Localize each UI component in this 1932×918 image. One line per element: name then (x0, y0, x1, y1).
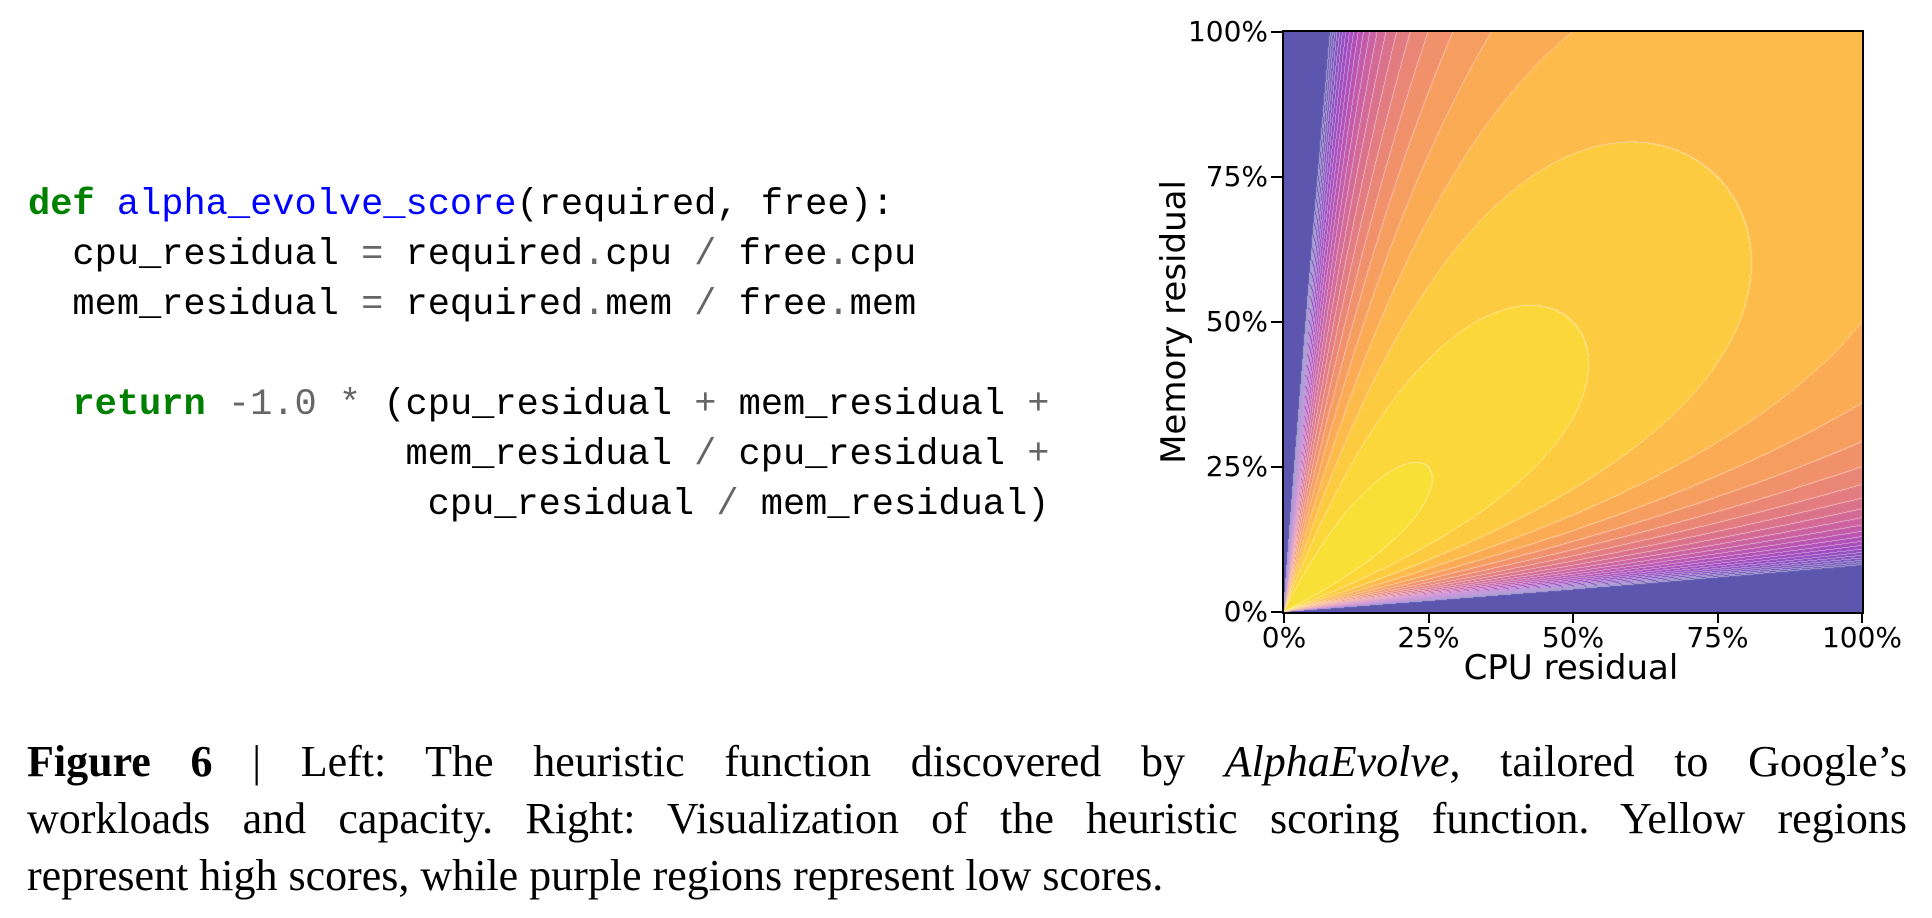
y-tick-mark (1271, 31, 1282, 33)
contour-canvas (1284, 32, 1862, 612)
code-token: mem_residual (716, 384, 1028, 426)
y-tick-mark (1271, 466, 1282, 468)
x-tick-mark (1427, 614, 1430, 623)
code-token (317, 384, 339, 426)
code-token: + (694, 384, 717, 426)
code-line: return -1.0 * (cpu_residual + mem_residu… (28, 380, 1050, 430)
y-tick-label: 50% (1205, 305, 1268, 338)
code-line: cpu_residual = required.cpu / free.cpu (28, 230, 1050, 280)
code-token: mem_residual (28, 434, 695, 476)
code-token (206, 384, 228, 426)
y-tick-mark (1271, 176, 1282, 178)
code-token: mem (849, 284, 917, 326)
code-token: free (716, 284, 828, 326)
x-tick-label: 50% (1541, 621, 1605, 654)
figure-caption: Figure 6 | Left: The heuristic function … (27, 733, 1907, 904)
x-tick-mark (1716, 614, 1719, 623)
x-tick-label: 0% (1261, 621, 1307, 654)
code-token: def (28, 184, 95, 226)
x-tick-mark (1572, 614, 1574, 623)
code-token: . (583, 234, 606, 276)
code-token: . (827, 284, 850, 326)
x-tick-label: 100% (1821, 621, 1903, 654)
code-token: = (361, 284, 384, 326)
x-tick-mark (1861, 614, 1863, 623)
code-line: mem_residual / cpu_residual + (28, 430, 1050, 480)
y-tick-label: 100% (1187, 15, 1268, 48)
x-axis-label: CPU residual (1463, 648, 1679, 688)
code-token: + (1027, 384, 1050, 426)
code-block: def alpha_evolve_score(required, free): … (28, 180, 1050, 530)
caption-segment: | Left: The heuristic function discovere… (212, 737, 1225, 786)
caption-segment: , tailored to Google’s (1449, 737, 1907, 786)
code-token: cpu_residual (716, 434, 1028, 476)
y-tick-label: 25% (1205, 450, 1268, 483)
code-token: mem (605, 284, 695, 326)
code-token: / (694, 284, 717, 326)
caption-line: represent high scores, while purple regi… (27, 847, 1907, 904)
code-token: * (338, 384, 362, 426)
code-token: mem_residual) (738, 484, 1050, 526)
code-token: cpu_residual (28, 234, 362, 276)
caption-segment: Figure 6 (27, 737, 213, 786)
code-token: alpha_evolve_score (116, 184, 517, 226)
code-token: cpu_residual (28, 484, 717, 526)
contour-plot (1282, 30, 1864, 614)
x-tick-label: 75% (1686, 621, 1749, 654)
code-token: free (716, 234, 828, 276)
caption-line: Figure 6 | Left: The heuristic function … (27, 733, 1907, 790)
code-token: required (383, 284, 584, 326)
x-tick-mark (1283, 614, 1285, 623)
code-token: / (694, 234, 717, 276)
code-token: -1.0 (227, 384, 317, 426)
code-token: . (583, 284, 606, 326)
code-line: def alpha_evolve_score(required, free): (28, 180, 1050, 230)
code-token: . (827, 234, 850, 276)
y-tick-label: 0% (1223, 595, 1268, 628)
caption-segment: AlphaEvolve (1224, 737, 1450, 786)
y-axis-label: Memory residual (1154, 180, 1194, 464)
code-token: (required, free): (516, 184, 894, 226)
code-token: (cpu_residual (361, 384, 695, 426)
y-tick-mark (1271, 611, 1282, 613)
code-token: cpu (849, 234, 917, 276)
code-token: / (716, 484, 739, 526)
code-line (28, 330, 1050, 380)
code-token (95, 184, 117, 226)
code-line: mem_residual = required.mem / free.mem (28, 280, 1050, 330)
code-token: / (694, 434, 717, 476)
code-token: mem_residual (28, 284, 362, 326)
code-line: cpu_residual / mem_residual) (28, 480, 1050, 530)
caption-segment: represent high scores, while purple regi… (27, 851, 1164, 900)
code-token: = (361, 234, 384, 276)
caption-line: workloads and capacity. Right: Visualiza… (27, 790, 1907, 847)
code-token: + (1027, 434, 1050, 476)
x-tick-label: 25% (1397, 621, 1460, 654)
y-tick-mark (1271, 321, 1282, 323)
code-token: cpu (605, 234, 695, 276)
code-token: required (383, 234, 584, 276)
code-token: return (72, 384, 206, 426)
caption-segment: workloads and capacity. Right: Visualiza… (27, 794, 1907, 843)
y-tick-label: 75% (1205, 160, 1268, 193)
code-token (28, 384, 72, 426)
